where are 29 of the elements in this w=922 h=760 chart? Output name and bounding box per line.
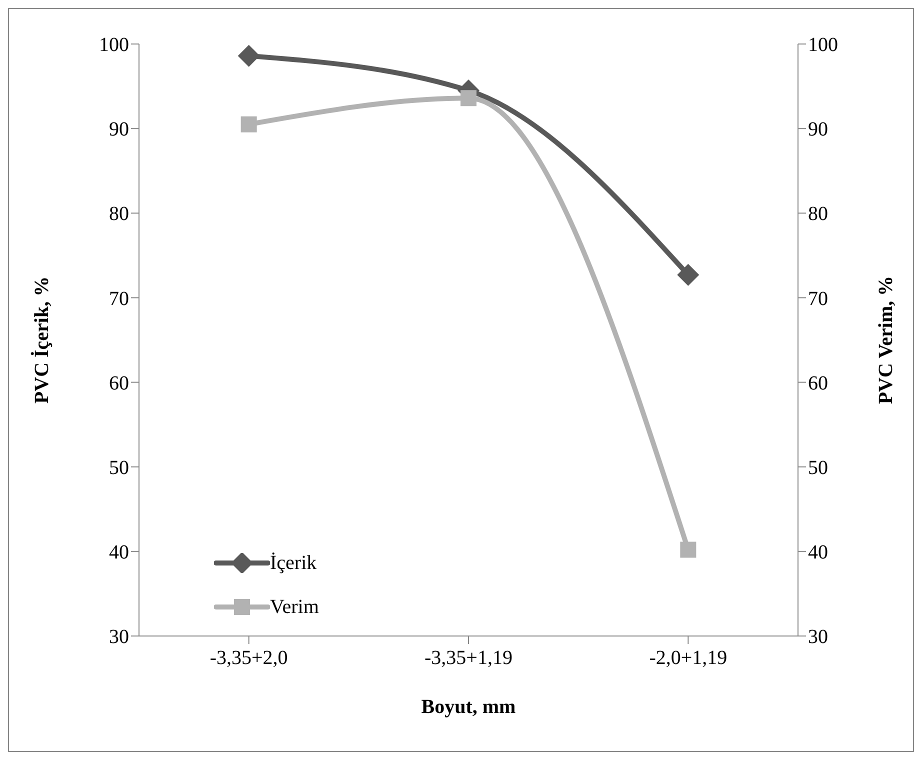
y-axis-title: PVC İçerik, % <box>30 276 54 404</box>
y2-tick-label: 50 <box>808 456 828 479</box>
y2-axis-title: PVC Verim, % <box>875 276 898 404</box>
legend-label: Verim <box>270 596 319 618</box>
y-tick-label: 70 <box>109 288 129 310</box>
y2-tick-label: 70 <box>808 288 828 310</box>
y-tick-label: 40 <box>109 542 129 564</box>
y-tick-label: 60 <box>109 372 129 394</box>
y2-tick-label: 60 <box>808 372 828 394</box>
x-tick-label: -2,0+1,19 <box>649 647 728 670</box>
point <box>238 44 260 67</box>
y2-tick-label: 30 <box>808 626 828 648</box>
legend-label: İçerik <box>270 552 317 574</box>
x-tick-label: -3,35+2,0 <box>210 647 288 670</box>
y2-tick-label: 90 <box>808 118 828 141</box>
y-tick-label: 90 <box>109 118 129 141</box>
x-tick-label: -3,35+1,19 <box>424 647 512 670</box>
point <box>240 116 257 132</box>
y-tick-label: 50 <box>109 456 129 479</box>
y-tick-label: 100 <box>99 34 129 56</box>
x-axis-title: Boyut, mm <box>421 696 516 718</box>
point <box>460 90 476 106</box>
point <box>677 264 700 286</box>
y2-tick-label: 80 <box>808 203 828 226</box>
y2-tick-label: 100 <box>808 34 838 56</box>
y2-tick-label: 40 <box>808 542 828 564</box>
y-tick-label: 80 <box>109 203 129 226</box>
point <box>680 542 696 558</box>
y-tick-label: 30 <box>109 626 129 648</box>
